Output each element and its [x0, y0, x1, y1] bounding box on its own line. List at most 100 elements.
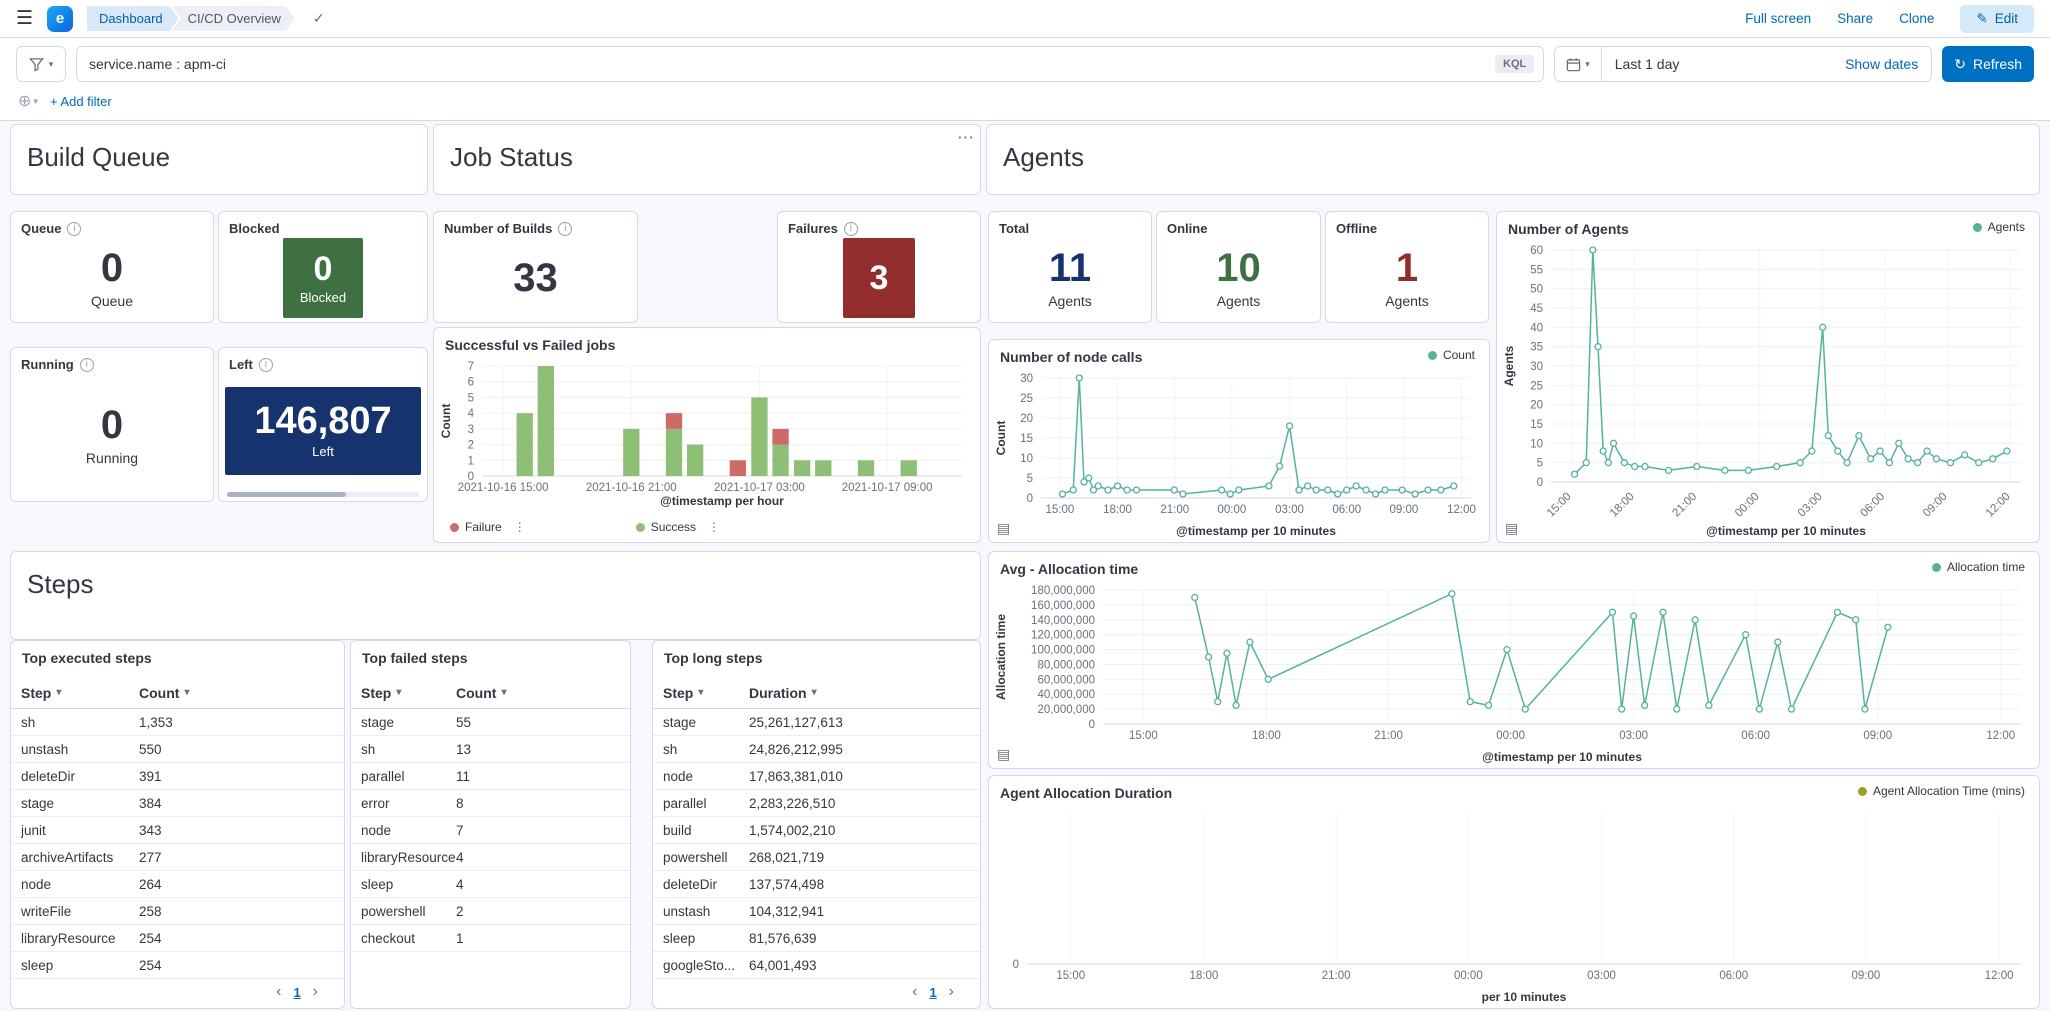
column-header-duration[interactable]: Duration ▾: [749, 685, 970, 701]
next-page-icon[interactable]: ›: [312, 983, 318, 1000]
table-cell: sh: [361, 741, 376, 757]
legend-item[interactable]: Failure ⋮: [450, 520, 526, 534]
refresh-button[interactable]: ↻ Refresh: [1942, 46, 2034, 82]
legend-actions-icon[interactable]: ⋮: [708, 520, 721, 534]
legend-actions-icon[interactable]: ⋮: [513, 520, 526, 534]
space-avatar[interactable]: e: [47, 5, 74, 32]
full-screen-link[interactable]: Full screen: [1745, 11, 1812, 26]
panel-top-executed-steps: Top executed steps Step ▾ Count ▾ sh 1,353 u…: [10, 640, 345, 1009]
inspector-icon[interactable]: ▤: [1505, 520, 1519, 536]
svg-text:06:00: 06:00: [1719, 970, 1748, 982]
breadcrumb: Dashboard CI/CD Overview: [87, 6, 295, 31]
inspector-icon[interactable]: ▤: [997, 746, 1011, 762]
node-calls-line-chart[interactable]: 0 5 10 15 20 25 30 15:00 18:00 21:00 00:00 03:00 06:…: [991, 368, 1487, 540]
legend-item[interactable]: Success ⋮: [635, 520, 721, 534]
svg-text:30: 30: [1020, 373, 1033, 385]
svg-text:2021-10-17 09:00: 2021-10-17 09:00: [842, 482, 933, 494]
allocation-duration-chart[interactable]: 0 15:00 18:00 21:00 00:00 03:00 06:00 09:00 12:0…: [991, 804, 2037, 1006]
page-number[interactable]: 1: [293, 984, 301, 1000]
previous-page-icon[interactable]: ‹: [276, 983, 282, 1000]
column-label: Count: [456, 684, 497, 701]
filter-pin-menu-button[interactable]: ⊕ ▾: [18, 91, 38, 111]
agents-line-chart[interactable]: 0 5 10 15 20 25 30 35 40 45 50 55 60 15:00 18:00 21:00 0…: [1499, 240, 2037, 540]
svg-text:03:00: 03:00: [1275, 504, 1304, 516]
previous-page-icon[interactable]: ‹: [912, 983, 918, 1000]
hamburger-menu-icon[interactable]: ☰: [16, 8, 34, 29]
breadcrumb-dashboard[interactable]: Dashboard: [87, 6, 179, 31]
next-page-icon[interactable]: ›: [948, 983, 954, 1000]
saved-query-menu-button[interactable]: ▾: [16, 46, 66, 82]
allocation-time-line-chart[interactable]: 0 20,000,000 40,000,000 60,000,000 80,000,00…: [991, 580, 2037, 766]
edit-button-label: Edit: [1994, 11, 2018, 26]
page-number[interactable]: 1: [929, 984, 937, 1000]
clone-link[interactable]: Clone: [1899, 11, 1935, 26]
add-filter-link[interactable]: + Add filter: [49, 93, 112, 109]
search-input-wrap: KQL: [76, 46, 1545, 82]
sort-chevron-icon: ▾: [501, 687, 507, 698]
top-actions: Full screen Share Clone ✎ Edit: [1745, 4, 2034, 33]
calendar-button[interactable]: ▾: [1555, 47, 1602, 81]
svg-text:10: 10: [1020, 453, 1033, 465]
info-icon[interactable]: i: [67, 221, 82, 236]
svg-text:18:00: 18:00: [1252, 730, 1281, 742]
table-pagination: ‹ 1 ›: [912, 983, 954, 1001]
show-dates-link[interactable]: Show dates: [1845, 56, 1919, 72]
legend-label: Agent Allocation Time (mins): [1872, 784, 2025, 798]
table-cell: 268,021,719: [749, 849, 825, 865]
page-title: Steps: [27, 569, 94, 599]
sort-chevron-icon: ▾: [811, 687, 817, 698]
column-header-step[interactable]: Step ▾: [663, 685, 749, 701]
svg-text:1: 1: [468, 455, 474, 467]
table-row: build 1,574,002,210: [653, 817, 980, 844]
metric-failures: Failures i 3: [777, 211, 981, 323]
table-cell: 4: [456, 849, 464, 865]
time-range-label[interactable]: Last 1 day: [1614, 56, 1680, 72]
metric-value: 0: [313, 249, 333, 288]
refresh-icon: ↻: [1954, 55, 1966, 72]
table-cell: 25,261,127,613: [749, 714, 843, 730]
table-row: junit 343: [11, 817, 344, 844]
panel-options-icon[interactable]: ⋯: [957, 128, 975, 147]
svg-text:Count: Count: [994, 421, 1008, 456]
metric-sublabel: Queue: [90, 292, 134, 309]
table-cell: unstash: [21, 741, 69, 757]
table-cell: 277: [139, 849, 162, 865]
edit-button[interactable]: ✎ Edit: [1960, 4, 2034, 33]
info-icon[interactable]: i: [79, 357, 94, 372]
column-header-step[interactable]: Step ▾: [21, 685, 139, 701]
legend-item[interactable]: Agent Allocation Time (mins): [1857, 784, 2025, 798]
legend-item[interactable]: Allocation time: [1931, 560, 2025, 574]
metric-value: 10: [1216, 245, 1261, 290]
column-header-count[interactable]: Count ▾: [456, 685, 620, 701]
table-row: node 7: [351, 817, 630, 844]
plus-circle-icon: ⊕: [18, 93, 32, 110]
query-input[interactable]: [89, 56, 1532, 72]
inspector-icon[interactable]: ▤: [997, 520, 1011, 536]
table-cell: 137,574,498: [749, 876, 825, 892]
column-label: Duration: [749, 684, 807, 701]
column-header-step[interactable]: Step ▾: [361, 685, 456, 701]
info-icon[interactable]: i: [258, 357, 273, 372]
info-icon[interactable]: i: [558, 221, 573, 236]
svg-text:120,000,000: 120,000,000: [1031, 630, 1095, 642]
metric-value: 33: [513, 256, 558, 300]
table-cell: 24,826,212,995: [749, 741, 843, 757]
query-language-badge[interactable]: KQL: [1495, 55, 1535, 73]
scrollbar-thumb[interactable]: [227, 492, 347, 497]
panel-build-queue-title: Build Queue: [10, 124, 428, 195]
svg-text:per 10 minutes: per 10 minutes: [1482, 990, 1567, 1004]
metric-sublabel: Agents: [1385, 292, 1429, 309]
table-cell: 550: [139, 741, 162, 757]
column-header-count[interactable]: Count ▾: [139, 685, 334, 701]
svg-text:15:00: 15:00: [1129, 730, 1158, 742]
info-icon[interactable]: i: [843, 221, 858, 236]
legend-item[interactable]: Count: [1427, 348, 1475, 362]
legend-item[interactable]: Agents: [1972, 220, 2025, 234]
table-row: deleteDir 137,574,498: [653, 871, 980, 898]
table-cell: 11: [456, 768, 471, 784]
share-link[interactable]: Share: [1837, 11, 1874, 26]
page-title: Job Status: [450, 142, 573, 172]
svg-text:7: 7: [468, 361, 474, 373]
metric-number-of-builds: Number of Builds i 33: [433, 211, 638, 323]
jobs-bar-chart[interactable]: 0 1 2 3 4 5 6 7 2021-10-16 15:00 2021-10-16 21:00…: [436, 356, 978, 510]
